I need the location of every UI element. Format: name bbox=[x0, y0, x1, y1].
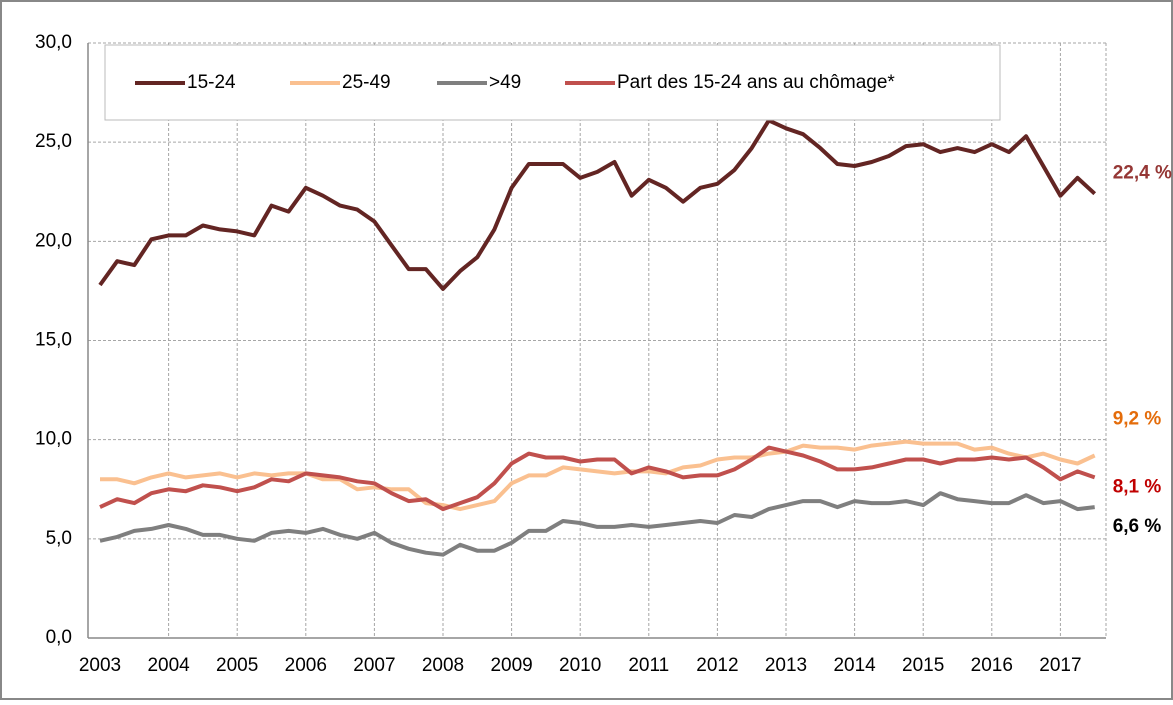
x-tick-label: 2009 bbox=[490, 655, 532, 676]
y-tick-label: 5,0 bbox=[46, 528, 72, 549]
x-tick-label: 2010 bbox=[559, 655, 601, 676]
y-tick-label: 20,0 bbox=[35, 230, 72, 251]
y-tick-label: 30,0 bbox=[35, 32, 72, 53]
x-tick-label: 2007 bbox=[353, 655, 395, 676]
y-tick-label: 25,0 bbox=[35, 131, 72, 152]
value-label: 22,4 % bbox=[1113, 163, 1172, 184]
legend-label: 25-49 bbox=[342, 72, 391, 93]
value-label: 8,1 % bbox=[1113, 476, 1162, 497]
series-line bbox=[99, 491, 1095, 557]
x-tick-label: 2003 bbox=[79, 655, 121, 676]
x-tick-label: 2006 bbox=[285, 655, 327, 676]
series-line bbox=[100, 439, 1096, 512]
x-tick-label: 2016 bbox=[971, 655, 1013, 676]
series-line bbox=[99, 445, 1096, 512]
x-tick-label: 2013 bbox=[765, 655, 807, 676]
x-tick-label: 2011 bbox=[628, 655, 669, 676]
x-tick-label: 2008 bbox=[422, 655, 464, 676]
legend-label: 15-24 bbox=[187, 72, 236, 93]
x-tick-label: 2004 bbox=[147, 655, 190, 676]
y-tick-label: 10,0 bbox=[35, 429, 72, 450]
x-tick-label: 2012 bbox=[696, 655, 738, 676]
y-tick-label: 0,0 bbox=[46, 627, 72, 648]
x-tick-label: 2015 bbox=[902, 655, 944, 676]
value-label: 6,6 % bbox=[1113, 516, 1162, 537]
x-tick-label: 2005 bbox=[216, 655, 258, 676]
y-tick-label: 15,0 bbox=[35, 330, 72, 351]
legend-label: Part des 15-24 ans au chômage* bbox=[617, 72, 895, 93]
x-tick-label: 2014 bbox=[833, 655, 876, 676]
series-line bbox=[98, 118, 1097, 291]
legend-box bbox=[104, 44, 1001, 121]
value-label: 9,2 % bbox=[1113, 409, 1162, 430]
legend-label: >49 bbox=[489, 72, 521, 93]
x-tick-label: 2017 bbox=[1039, 655, 1081, 676]
